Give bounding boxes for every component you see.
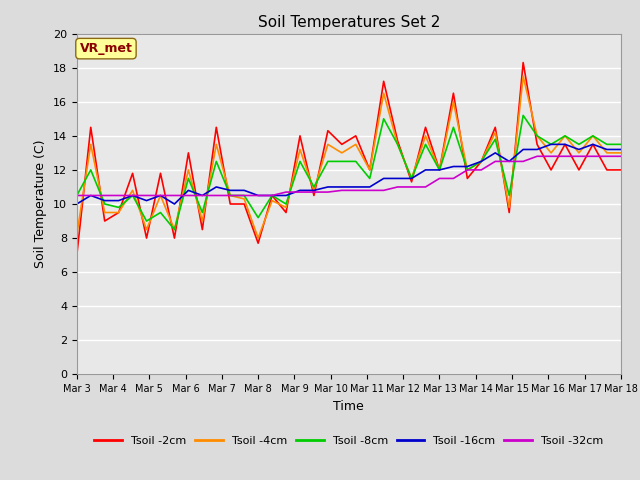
- Text: VR_met: VR_met: [79, 42, 132, 55]
- Y-axis label: Soil Temperature (C): Soil Temperature (C): [35, 140, 47, 268]
- X-axis label: Time: Time: [333, 400, 364, 413]
- Title: Soil Temperatures Set 2: Soil Temperatures Set 2: [258, 15, 440, 30]
- Legend: Tsoil -2cm, Tsoil -4cm, Tsoil -8cm, Tsoil -16cm, Tsoil -32cm: Tsoil -2cm, Tsoil -4cm, Tsoil -8cm, Tsoi…: [90, 431, 608, 450]
